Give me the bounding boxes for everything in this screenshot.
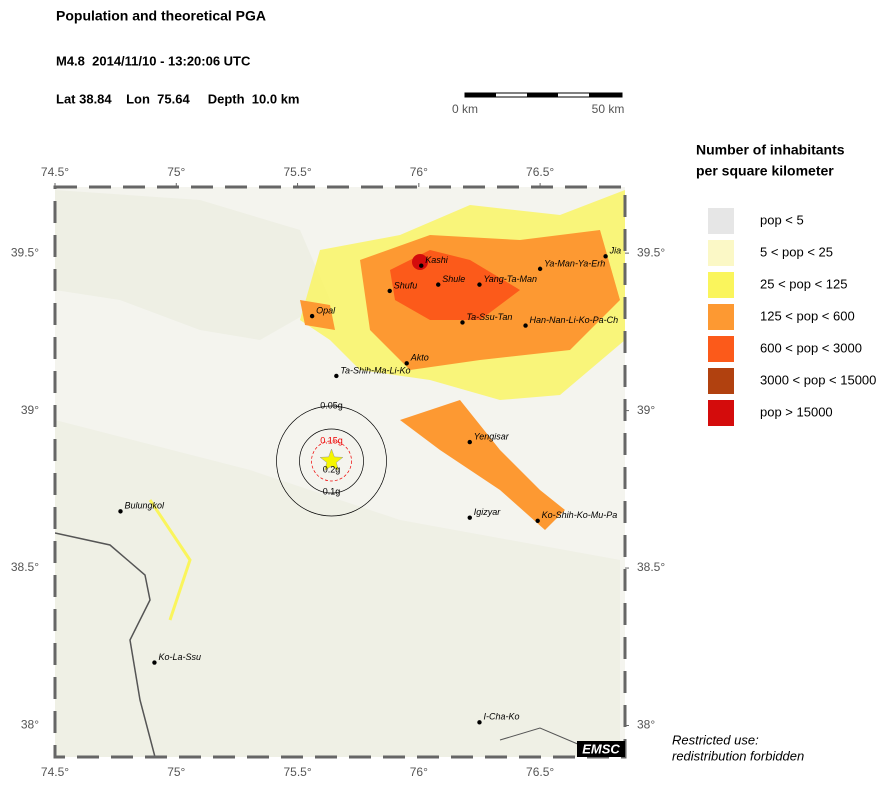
- city-dot: [387, 288, 392, 294]
- legend-title: Number of inhabitants: [696, 142, 845, 158]
- legend-swatch: [708, 304, 734, 330]
- city-label: Ta-Shih-Ma-Li-Ko: [340, 365, 410, 375]
- logo-box: [577, 741, 625, 757]
- lon-label: 76.5°: [526, 165, 554, 179]
- city-label: Han-Nan-Li-Ko-Pa-Ch: [530, 315, 619, 325]
- city-dot: [436, 282, 441, 287]
- city-label: Kashi: [425, 255, 449, 265]
- city-dot: [603, 254, 608, 259]
- note: Restricted use:: [672, 732, 759, 747]
- pga-label: 0.1g: [323, 486, 341, 496]
- city-dot: [535, 518, 540, 524]
- lon-label: 75°: [167, 765, 185, 779]
- city-label: Ya-Man-Ya-Erh: [544, 258, 605, 268]
- city-dot: [419, 263, 424, 268]
- pga-circle: [276, 405, 387, 517]
- legend-label: 5 < pop < 25: [760, 244, 833, 259]
- city-dot: [467, 515, 472, 520]
- lon-label: 75.5°: [283, 165, 311, 179]
- lon-label: 74.5°: [41, 165, 69, 179]
- lon-label: 74.5°: [41, 765, 69, 779]
- pga-circle: [299, 428, 364, 494]
- legend-label: 25 < pop < 125: [760, 276, 847, 291]
- pga-label: 0.15g: [320, 435, 343, 445]
- city-dot: [404, 361, 409, 366]
- city-label: Jia: [609, 246, 622, 256]
- lat-label: 39.5°: [637, 245, 665, 259]
- legend-title: per square kilometer: [696, 163, 834, 179]
- lat-label: 38.5°: [637, 560, 665, 574]
- legend-label: 3000 < pop < 15000: [760, 372, 876, 387]
- city-dot: [118, 509, 123, 514]
- lat-label: 38°: [637, 718, 655, 732]
- scale-label: 0 km: [452, 102, 478, 116]
- legend-label: 125 < pop < 600: [760, 308, 855, 323]
- logo: EMSC: [582, 741, 620, 756]
- legend-swatch: [708, 272, 734, 298]
- lat-label: 38.5°: [11, 560, 39, 574]
- legend-label: 600 < pop < 3000: [760, 340, 862, 355]
- event: M4.8 2014/11/10 - 13:20:06 UTC: [56, 53, 251, 68]
- lat-label: 39°: [21, 403, 39, 417]
- city-label: I-Cha-Ko: [483, 712, 519, 722]
- legend-swatch: [708, 208, 734, 234]
- city-label: Ta-Ssu-Tan: [466, 312, 512, 322]
- epicenter: [319, 448, 344, 472]
- city-dot: [460, 320, 465, 325]
- scale-bar: [464, 92, 623, 98]
- scale-label: 50 km: [592, 102, 625, 116]
- legend-swatch: [708, 336, 734, 362]
- pga-label: 0.2g: [323, 464, 341, 474]
- location: Lat 38.84 Lon 75.64 Depth 10.0 km: [56, 91, 299, 106]
- lat-label: 39.5°: [11, 245, 39, 259]
- legend-label: pop < 5: [760, 212, 804, 227]
- note: redistribution forbidden: [672, 748, 804, 763]
- city-label: Shule: [442, 274, 465, 284]
- pga-label: 0.05g: [320, 400, 343, 410]
- legend-swatch: [708, 400, 734, 426]
- city-label: Ko-Shih-Ko-Mu-Pa: [542, 510, 618, 520]
- lon-label: 75.5°: [283, 765, 311, 779]
- pga-circle: [311, 440, 352, 482]
- city-label: Yang-Ta-Man: [483, 274, 537, 284]
- city-label: Yengisar: [474, 431, 510, 441]
- city-label: Igizyar: [474, 507, 502, 517]
- lon-label: 75°: [167, 165, 185, 179]
- lat-label: 39°: [637, 403, 655, 417]
- city-label: Shufu: [394, 280, 418, 290]
- city-dot: [537, 266, 543, 272]
- city-dot: [477, 720, 482, 725]
- map-frame: [53, 185, 627, 759]
- legend-label: pop > 15000: [760, 404, 833, 419]
- legend-swatch: [708, 240, 734, 266]
- city-label: Akto: [410, 353, 429, 363]
- city-dot: [523, 323, 528, 328]
- title: Population and theoretical PGA: [56, 8, 266, 24]
- lon-label: 76°: [410, 165, 428, 179]
- city-dot: [309, 313, 315, 319]
- city-label: Bulungkol: [124, 501, 165, 511]
- city-dot: [467, 439, 472, 445]
- lat-label: 38°: [21, 718, 39, 732]
- lon-label: 76°: [410, 765, 428, 779]
- city-dot: [152, 660, 157, 665]
- city-label: Opal: [316, 305, 336, 315]
- city-dot: [477, 282, 482, 287]
- city-label: Ko-La-Ssu: [158, 652, 201, 662]
- city-dot: [334, 373, 339, 379]
- legend-swatch: [708, 368, 734, 394]
- lon-label: 76.5°: [526, 765, 554, 779]
